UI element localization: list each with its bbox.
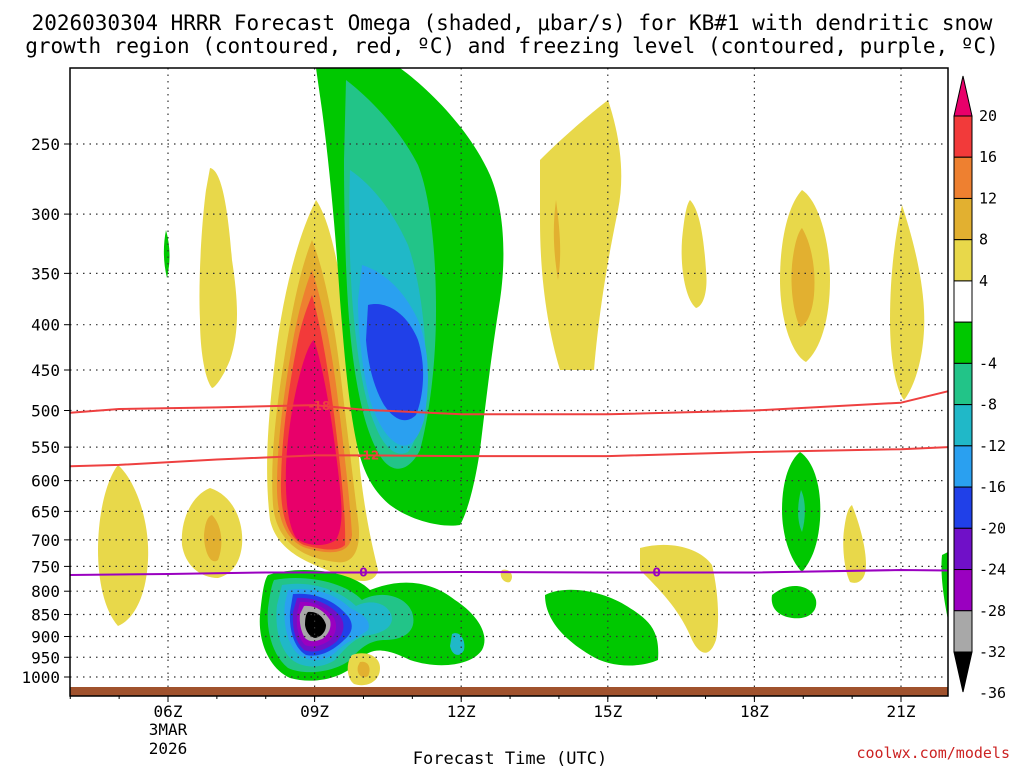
terrain-strip — [70, 687, 948, 696]
y-tick-label-800: 800 — [31, 582, 60, 601]
colorbar-top-arrow — [953, 75, 973, 117]
chart-title-line1: 2026030304 HRRR Forecast Omega (shaded, … — [32, 11, 993, 35]
y-tick-label-550: 550 — [31, 438, 60, 457]
colorbar-segment-5 — [953, 280, 973, 323]
colorbar-label--20: -20 — [979, 519, 1006, 537]
colorbar-label--32: -32 — [979, 643, 1006, 661]
x-tick-label-12Z: 12Z — [447, 702, 476, 721]
x-axis-title: Forecast Time (UTC) — [413, 749, 607, 768]
omega-region-plus4 — [540, 100, 622, 370]
x-date-line1: 3MAR — [149, 720, 188, 739]
x-tick-label-09Z: 09Z — [300, 702, 329, 721]
omega-region-minus8 — [798, 490, 805, 532]
freezing-level-contour — [70, 569, 948, 576]
y-tick-label-950: 950 — [31, 648, 60, 667]
colorbar-label-4: 4 — [979, 272, 988, 290]
plot-border — [69, 67, 949, 697]
y-tick-label-450: 450 — [31, 361, 60, 380]
x-date-line2: 2026 — [149, 739, 188, 758]
colorbar-label-20: 20 — [979, 107, 997, 125]
colorbar-segment-10 — [953, 486, 973, 529]
omega-region-minus4 — [545, 589, 659, 666]
freezing-label-left: 0 — [359, 565, 367, 579]
omega-region-plus8 — [553, 200, 561, 280]
colorbar-label-8: 8 — [979, 231, 988, 249]
omega-region-minus36 — [305, 611, 326, 638]
x-tick-label-21Z: 21Z — [887, 702, 916, 721]
colorbar-segment-1 — [953, 115, 973, 158]
omega-region-plus4 — [681, 200, 707, 308]
credit: coolwx.com/models — [856, 744, 1010, 762]
x-tick-label-15Z: 15Z — [593, 702, 622, 721]
colorbar-segment-13 — [953, 610, 973, 653]
omega-region-minus12 — [450, 633, 465, 655]
contour-lines: -18 -12 0 0 — [70, 390, 948, 579]
colorbar-label--4: -4 — [979, 354, 997, 372]
y-tick-label-350: 350 — [31, 264, 60, 283]
shaded-omega-field — [98, 68, 948, 686]
omega-region-plus4 — [890, 205, 925, 400]
dgz-contour--18 — [70, 390, 948, 416]
colorbar-segment-2 — [953, 156, 973, 199]
colorbar-label--24: -24 — [979, 561, 1006, 579]
y-tick-label-500: 500 — [31, 402, 60, 421]
colorbar-segment-4 — [953, 239, 973, 282]
colorbar-bottom-arrow — [953, 651, 973, 693]
x-tick-label-18Z: 18Z — [740, 702, 769, 721]
y-axis: 250 300 350 400 450 500 550 600 650 700 750 800 850 9… — [21, 135, 70, 687]
y-tick-label-250: 250 — [31, 135, 60, 154]
colorbar-segment-12 — [953, 569, 973, 612]
colorbar-segment-3 — [953, 197, 973, 241]
omega-region-plus8 — [357, 661, 370, 678]
colorbar-label--28: -28 — [979, 602, 1006, 620]
y-tick-label-600: 600 — [31, 472, 60, 491]
colorbar-label--16: -16 — [979, 478, 1006, 496]
dgz-label-minus18: -18 — [309, 399, 331, 413]
gridlines — [70, 68, 948, 696]
y-tick-label-400: 400 — [31, 316, 60, 335]
colorbar-label--12: -12 — [979, 437, 1006, 455]
y-tick-label-900: 900 — [31, 627, 60, 646]
x-axis: 06Z 09Z 12Z 15Z 18Z 21Z — [69, 696, 916, 721]
y-tick-label-750: 750 — [31, 557, 60, 576]
colorbar-segment-6 — [953, 321, 973, 364]
plot-area — [70, 68, 948, 696]
dgz-label-minus12: -12 — [358, 448, 380, 462]
omega-region-minus4 — [941, 552, 948, 620]
omega-region-minus20 — [366, 304, 424, 421]
omega-region-plus4 — [843, 505, 866, 583]
omega-region-plus4 — [199, 168, 237, 388]
omega-region-plus20 — [285, 340, 342, 546]
colorbar-segment-8 — [953, 404, 973, 447]
omega-region-minus4 — [771, 585, 817, 619]
colorbar-label--36: -36 — [979, 684, 1006, 702]
colorbar-label--8: -8 — [979, 396, 997, 414]
chart-title-line2: growth region (contoured, red, ºC) and f… — [25, 34, 999, 58]
y-tick-label-1000: 1000 — [21, 668, 60, 687]
y-tick-label-850: 850 — [31, 606, 60, 625]
omega-region-minus4 — [163, 230, 170, 278]
x-tick-label-06Z: 06Z — [154, 702, 183, 721]
y-tick-label-650: 650 — [31, 502, 60, 521]
colorbar-segment-7 — [953, 362, 973, 406]
dgz-contour--12 — [70, 446, 948, 468]
omega-region-plus4 — [98, 465, 149, 626]
colorbar-label-16: 16 — [979, 148, 997, 166]
colorbar-segment-9 — [953, 445, 973, 488]
omega-region-plus8 — [791, 228, 815, 327]
y-tick-label-700: 700 — [31, 531, 60, 550]
colorbar: 20 16 12 8 4 -4 -8 -12 -16 -20 -24 -28 -32 -36 — [953, 75, 1006, 702]
colorbar-segment-11 — [953, 527, 973, 571]
y-tick-label-300: 300 — [31, 205, 60, 224]
colorbar-label-12: 12 — [979, 189, 997, 207]
omega-region-plus8 — [204, 515, 222, 562]
freezing-label-right: 0 — [652, 565, 660, 579]
